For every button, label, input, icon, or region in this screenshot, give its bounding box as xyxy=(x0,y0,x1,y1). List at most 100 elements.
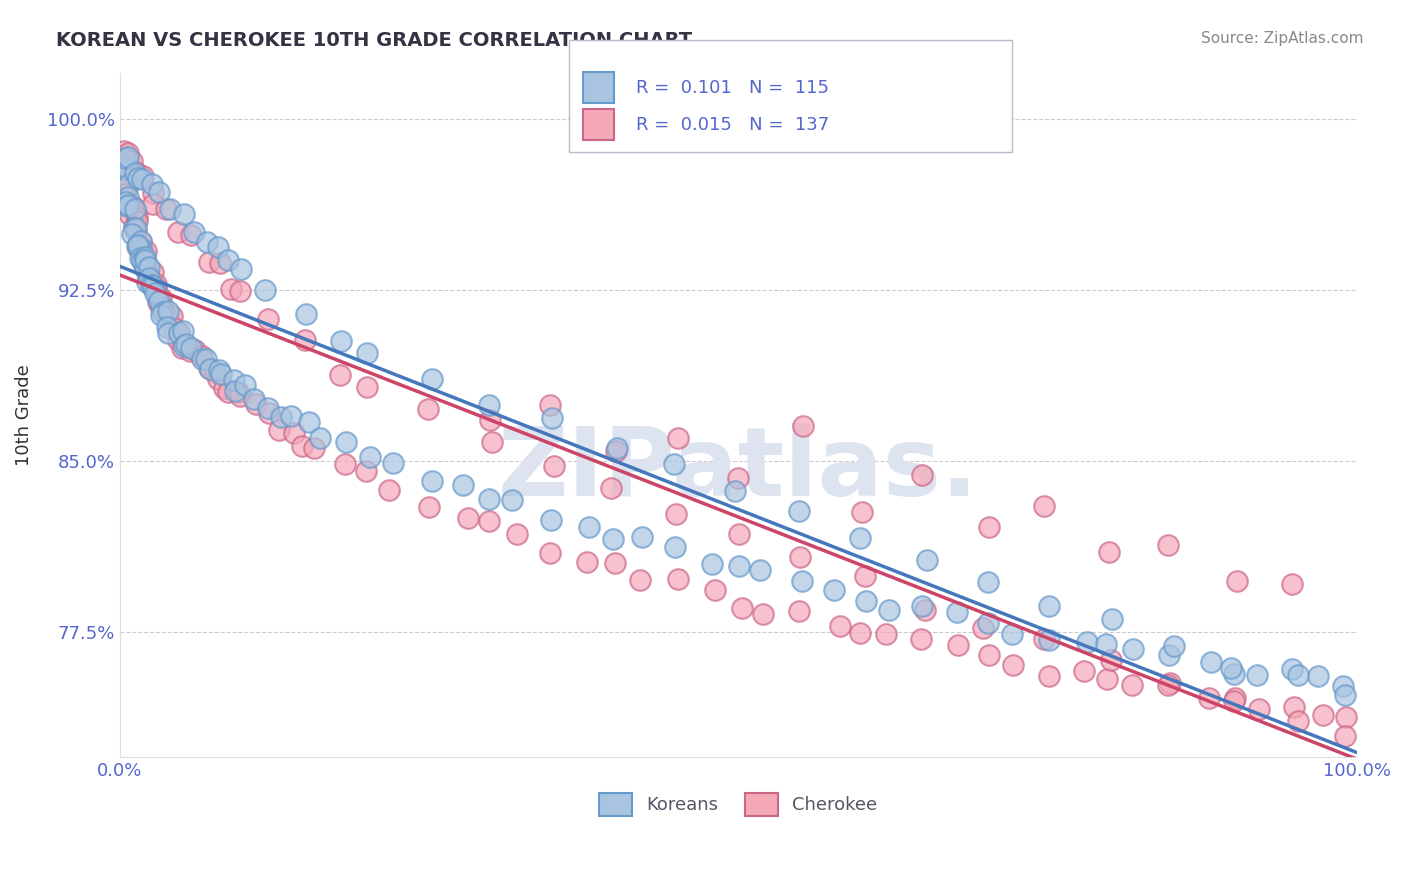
Point xyxy=(226,385,249,400)
Point xyxy=(1121,678,1143,692)
Point xyxy=(134,253,156,268)
Point xyxy=(132,258,155,272)
Point xyxy=(127,237,149,252)
Point xyxy=(1076,635,1098,649)
Point xyxy=(257,401,280,415)
Point xyxy=(1038,669,1060,683)
Point xyxy=(298,415,321,429)
Point xyxy=(915,553,938,567)
Point xyxy=(418,401,440,416)
Point xyxy=(138,260,160,275)
Point xyxy=(911,467,934,482)
Point xyxy=(121,199,143,213)
Point xyxy=(1159,676,1181,690)
Point xyxy=(114,187,136,202)
Point xyxy=(1223,690,1246,705)
Point xyxy=(148,185,170,199)
Point xyxy=(112,144,135,158)
Point xyxy=(117,178,139,192)
Point xyxy=(731,600,754,615)
Point xyxy=(117,150,139,164)
Point xyxy=(666,431,689,445)
Point xyxy=(356,380,378,394)
Point xyxy=(1308,669,1330,683)
Point xyxy=(505,527,527,541)
Text: R =  0.101   N =  115: R = 0.101 N = 115 xyxy=(636,78,828,96)
Point xyxy=(212,381,235,395)
Point xyxy=(1286,668,1309,682)
Point xyxy=(848,531,870,545)
Point xyxy=(977,615,1000,630)
Y-axis label: 10th Grade: 10th Grade xyxy=(15,364,32,466)
Point xyxy=(792,574,814,588)
Point xyxy=(605,444,627,458)
Point xyxy=(724,483,747,498)
Point xyxy=(152,304,174,318)
Point xyxy=(977,520,1000,534)
Point xyxy=(1038,599,1060,613)
Point xyxy=(145,289,167,303)
Text: Source: ZipAtlas.com: Source: ZipAtlas.com xyxy=(1201,31,1364,46)
Point xyxy=(117,190,139,204)
Point xyxy=(294,333,316,347)
Point xyxy=(118,175,141,189)
Point xyxy=(727,558,749,573)
Point xyxy=(1219,661,1241,675)
Point xyxy=(418,500,440,514)
Point xyxy=(110,157,132,171)
Point xyxy=(603,556,626,570)
Point xyxy=(208,363,231,377)
Point xyxy=(124,220,146,235)
Point xyxy=(356,346,378,360)
Point xyxy=(120,208,142,222)
Point xyxy=(167,326,190,340)
Point xyxy=(135,275,157,289)
Point xyxy=(142,278,165,293)
Point xyxy=(180,228,202,243)
Point xyxy=(127,241,149,255)
Point xyxy=(173,338,195,352)
Point xyxy=(333,457,356,471)
Point xyxy=(787,604,810,618)
Point xyxy=(125,220,148,235)
Point xyxy=(125,224,148,238)
Point xyxy=(704,582,727,597)
Point xyxy=(172,324,194,338)
Text: KOREAN VS CHEROKEE 10TH GRADE CORRELATION CHART: KOREAN VS CHEROKEE 10TH GRADE CORRELATIO… xyxy=(56,31,692,50)
Point xyxy=(1101,612,1123,626)
Point xyxy=(149,291,172,305)
Point xyxy=(176,337,198,351)
Point xyxy=(602,532,624,546)
Text: R =  0.015   N =  137: R = 0.015 N = 137 xyxy=(636,116,828,134)
Point xyxy=(229,388,252,402)
Point xyxy=(1336,709,1358,723)
Point xyxy=(129,235,152,250)
Point xyxy=(270,409,292,424)
Point xyxy=(478,514,501,528)
Text: ZIPatlas.: ZIPatlas. xyxy=(498,423,979,516)
Point xyxy=(194,352,217,367)
Point xyxy=(115,199,138,213)
Point xyxy=(378,483,401,497)
Point xyxy=(541,410,564,425)
Point xyxy=(1286,714,1309,729)
Point xyxy=(184,343,207,357)
Point xyxy=(136,268,159,283)
Point xyxy=(664,458,686,472)
Point xyxy=(787,504,810,518)
Point xyxy=(145,277,167,291)
Point xyxy=(160,309,183,323)
Point xyxy=(457,511,479,525)
Point xyxy=(129,242,152,256)
Point xyxy=(179,344,201,359)
Point xyxy=(628,574,651,588)
Point xyxy=(1157,677,1180,691)
Point xyxy=(190,350,212,364)
Point xyxy=(159,202,181,216)
Point xyxy=(156,320,179,334)
Point xyxy=(122,221,145,235)
Point xyxy=(125,210,148,224)
Point xyxy=(578,519,600,533)
Point xyxy=(190,352,212,367)
Point xyxy=(606,442,628,456)
